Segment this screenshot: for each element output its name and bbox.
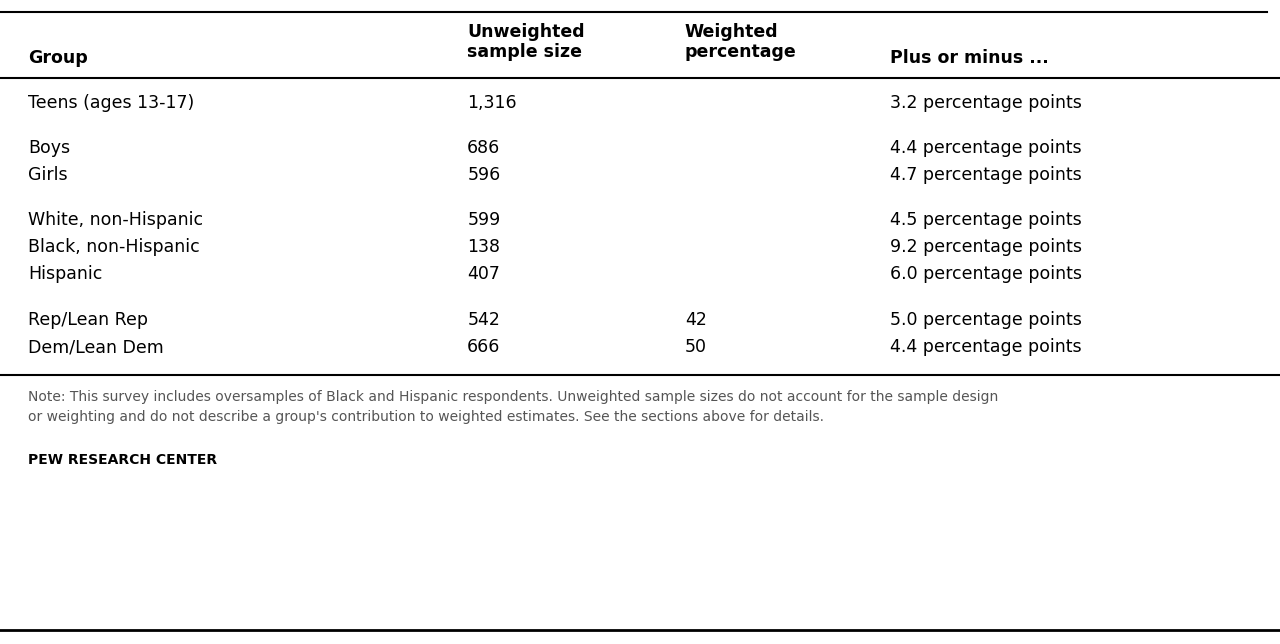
Text: White, non-Hispanic: White, non-Hispanic [28,211,204,229]
Text: 542: 542 [467,311,500,329]
Text: 42: 42 [685,311,707,329]
Text: 9.2 percentage points: 9.2 percentage points [890,238,1082,256]
Text: Boys: Boys [28,139,70,157]
Text: 3.2 percentage points: 3.2 percentage points [890,94,1082,112]
Text: 6.0 percentage points: 6.0 percentage points [890,265,1082,283]
Text: Unweighted
sample size: Unweighted sample size [467,23,585,61]
Text: Group: Group [28,49,88,67]
Text: Weighted
percentage: Weighted percentage [685,23,796,61]
Text: 686: 686 [467,139,500,157]
Text: 4.7 percentage points: 4.7 percentage points [890,166,1082,184]
Text: 4.4 percentage points: 4.4 percentage points [890,139,1082,157]
Text: Girls: Girls [28,166,68,184]
Text: 5.0 percentage points: 5.0 percentage points [890,311,1082,329]
Text: 4.4 percentage points: 4.4 percentage points [890,338,1082,356]
Text: Dem/Lean Dem: Dem/Lean Dem [28,338,164,356]
Text: Black, non-Hispanic: Black, non-Hispanic [28,238,200,256]
Text: Teens (ages 13-17): Teens (ages 13-17) [28,94,195,112]
Text: 50: 50 [685,338,707,356]
Text: PEW RESEARCH CENTER: PEW RESEARCH CENTER [28,453,218,467]
Text: Hispanic: Hispanic [28,265,102,283]
Text: 407: 407 [467,265,500,283]
Text: 666: 666 [467,338,500,356]
Text: Plus or minus ...: Plus or minus ... [890,49,1048,67]
Text: Note: This survey includes oversamples of Black and Hispanic respondents. Unweig: Note: This survey includes oversamples o… [28,390,998,424]
Text: Rep/Lean Rep: Rep/Lean Rep [28,311,148,329]
Text: 599: 599 [467,211,500,229]
Text: 4.5 percentage points: 4.5 percentage points [890,211,1082,229]
Text: 596: 596 [467,166,500,184]
Text: 1,316: 1,316 [467,94,517,112]
Text: 138: 138 [467,238,500,256]
